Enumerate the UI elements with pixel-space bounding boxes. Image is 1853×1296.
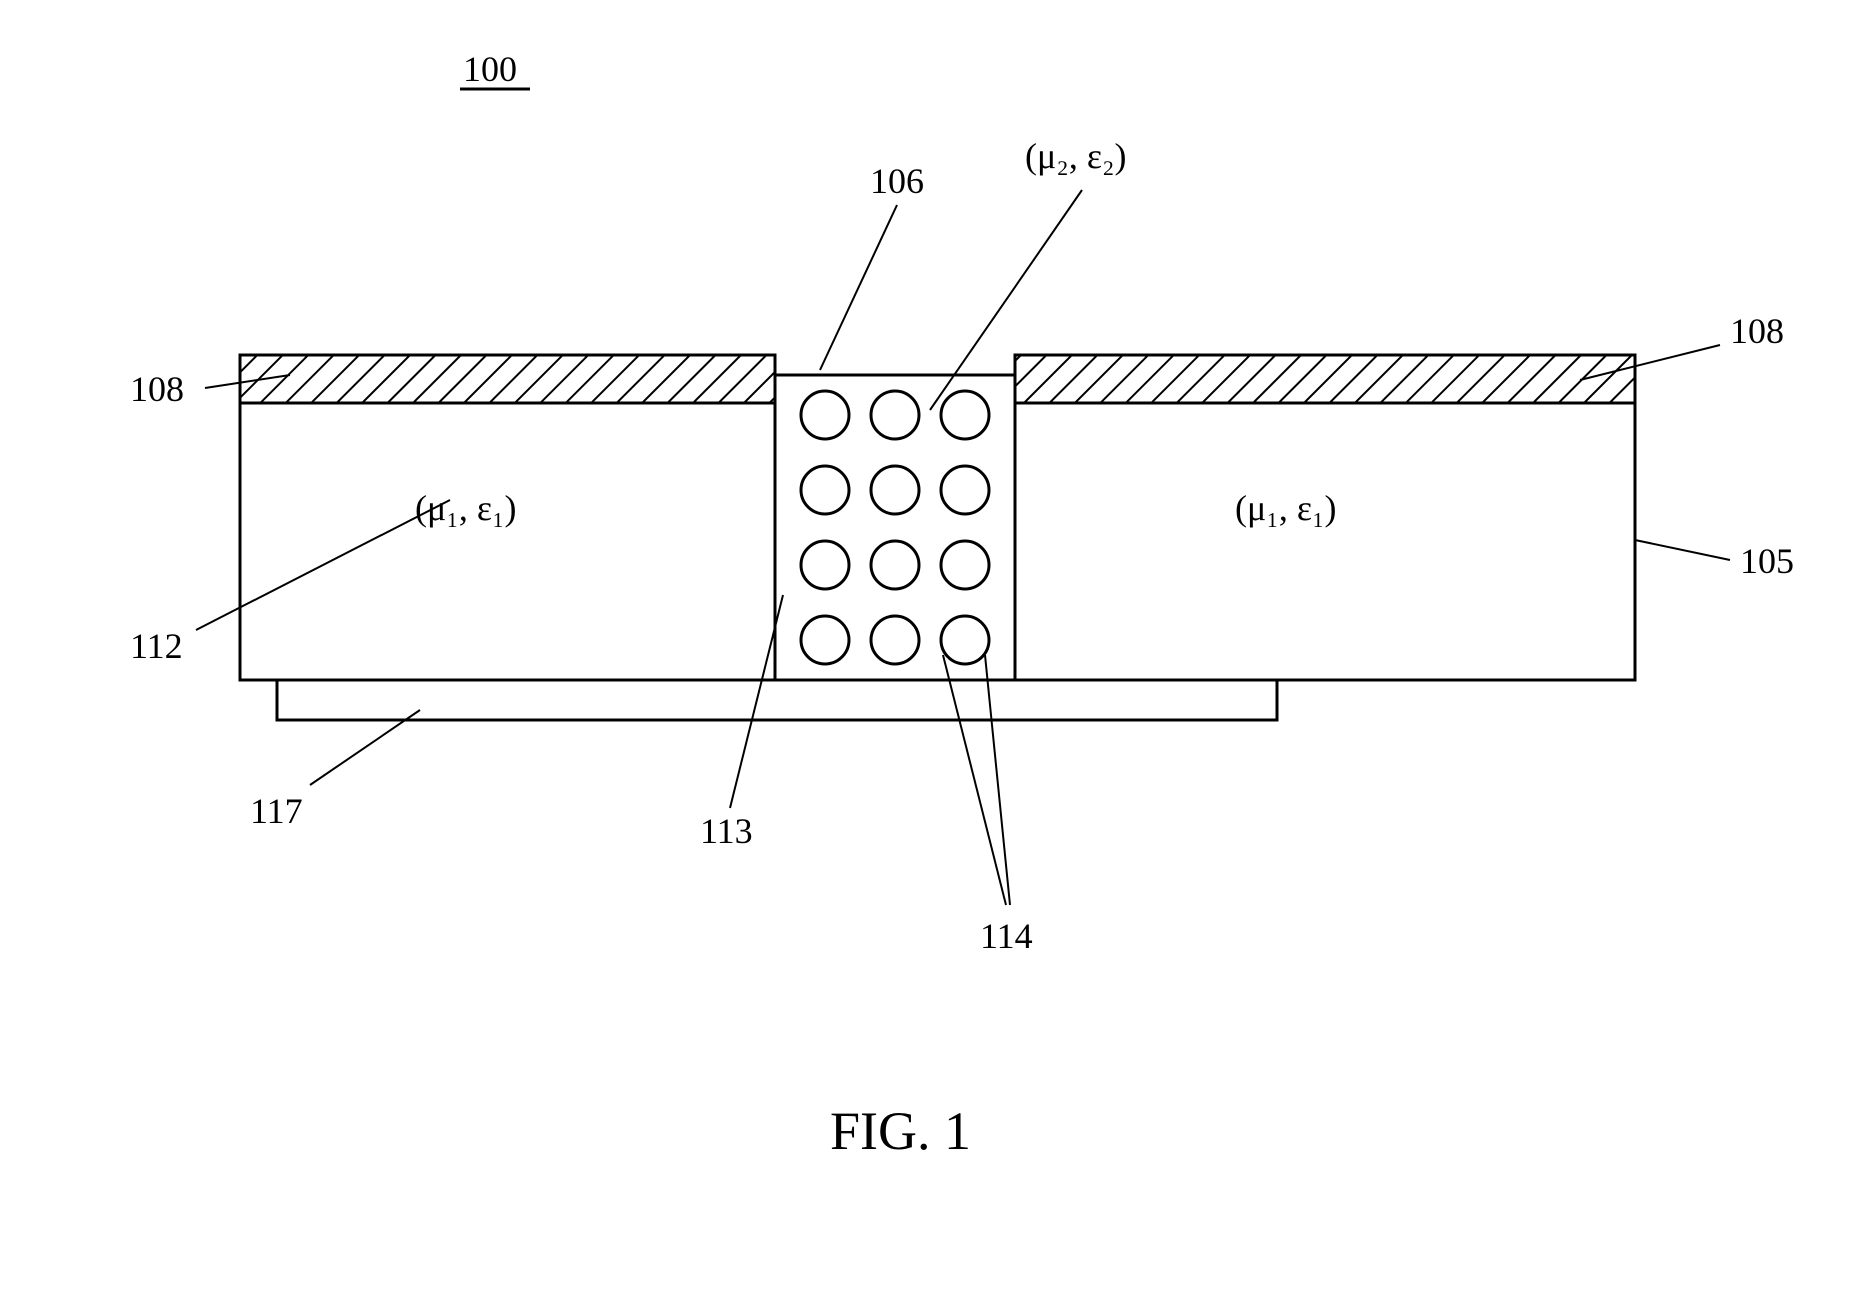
- param-label-mu2-eps2: (μ₂, ε₂): [1025, 135, 1127, 177]
- ref-label-106: 106: [870, 160, 924, 202]
- center-region: [775, 375, 1015, 680]
- ref-label-114: 114: [980, 915, 1033, 957]
- hatched-strip-right: [1015, 355, 1635, 403]
- param-label-mu1-eps1-left: (μ₁, ε₁): [415, 487, 517, 529]
- ref-label-108-right: 108: [1730, 310, 1784, 352]
- hatched-strip-left: [240, 355, 775, 403]
- ref-label-108-left: 108: [130, 368, 184, 410]
- ref-label-100: 100: [463, 48, 517, 90]
- param-label-mu1-eps1-right: (μ₁, ε₁): [1235, 487, 1337, 529]
- base-plate: [277, 680, 1277, 720]
- figure-caption: FIG. 1: [830, 1100, 971, 1162]
- ref-label-113: 113: [700, 810, 753, 852]
- ref-label-117: 117: [250, 790, 303, 832]
- ref-label-112: 112: [130, 625, 183, 667]
- ref-label-105: 105: [1740, 540, 1794, 582]
